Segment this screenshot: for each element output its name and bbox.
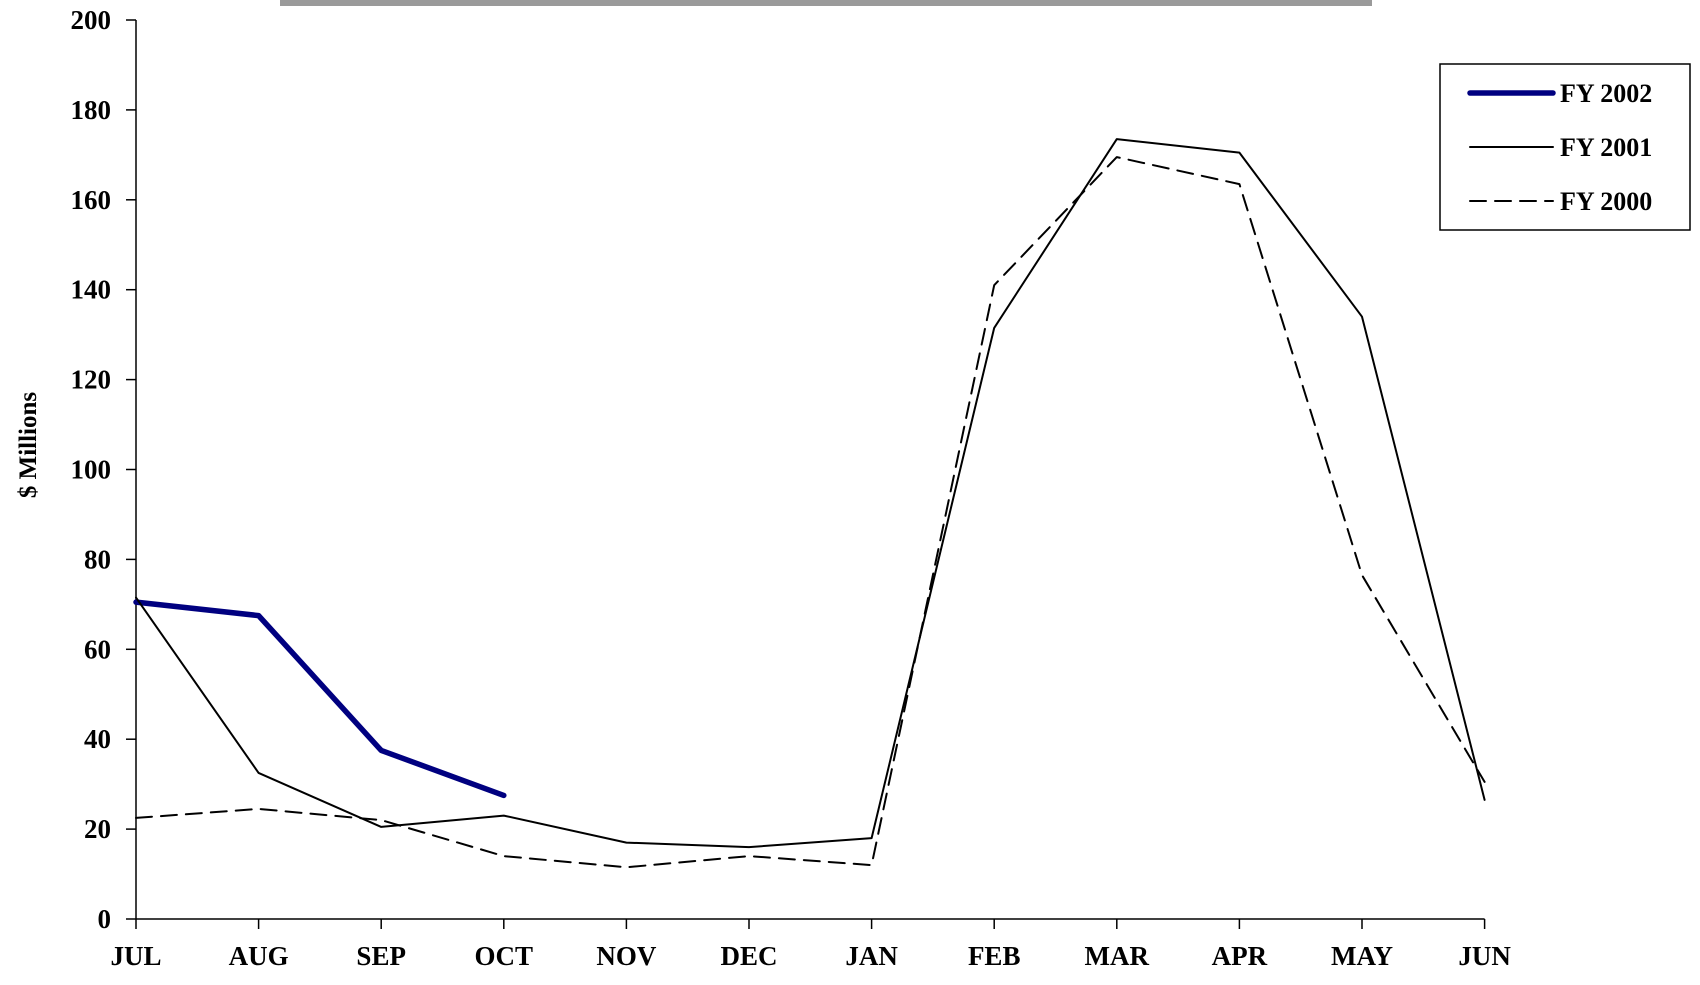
series-line-fy-2000	[135, 156, 1486, 869]
y-axis-ticks: 0 20 40 60 80 100 120 140 160 180 200	[71, 5, 136, 934]
x-tick-label: JAN	[845, 941, 898, 971]
legend-label: FY 2000	[1560, 187, 1652, 216]
y-tick-label: 0	[98, 904, 112, 934]
x-tick-label: JUN	[1458, 941, 1511, 971]
y-tick-label: 160	[71, 185, 112, 215]
x-tick-label: APR	[1212, 941, 1268, 971]
y-tick-label: 120	[71, 365, 112, 395]
legend-label: FY 2002	[1560, 79, 1652, 108]
series-line-fy-2001	[135, 138, 1486, 849]
x-tick-label: SEP	[356, 941, 406, 971]
y-tick-label: 20	[84, 814, 111, 844]
x-axis-ticks: JUL AUG SEP OCT NOV DEC JAN FEB MAR APR MAY JUN	[110, 919, 1511, 971]
series-line-fy-2002	[133, 599, 507, 799]
axes	[135, 20, 1485, 920]
y-tick-label: 60	[84, 634, 111, 664]
x-tick-label: MAY	[1331, 941, 1393, 971]
x-tick-label: MAR	[1085, 941, 1150, 971]
legend: FY 2002 FY 2001 FY 2000	[1439, 63, 1691, 231]
x-tick-label: OCT	[475, 941, 534, 971]
x-tick-label: DEC	[720, 941, 777, 971]
x-tick-label: JUL	[110, 941, 161, 971]
y-tick-label: 180	[71, 95, 112, 125]
y-axis-title: $ Millions	[15, 392, 42, 499]
legend-label: FY 2001	[1560, 133, 1652, 162]
y-tick-label: 140	[71, 275, 112, 305]
y-tick-label: 80	[84, 544, 111, 574]
x-tick-label: AUG	[229, 941, 289, 971]
top-band	[280, 0, 1372, 6]
y-tick-label: 40	[84, 724, 111, 754]
y-tick-label: 100	[71, 455, 112, 485]
y-tick-label: 200	[71, 5, 112, 35]
series-group	[133, 138, 1486, 869]
x-tick-label: NOV	[596, 941, 657, 971]
x-tick-label: FEB	[968, 941, 1021, 971]
